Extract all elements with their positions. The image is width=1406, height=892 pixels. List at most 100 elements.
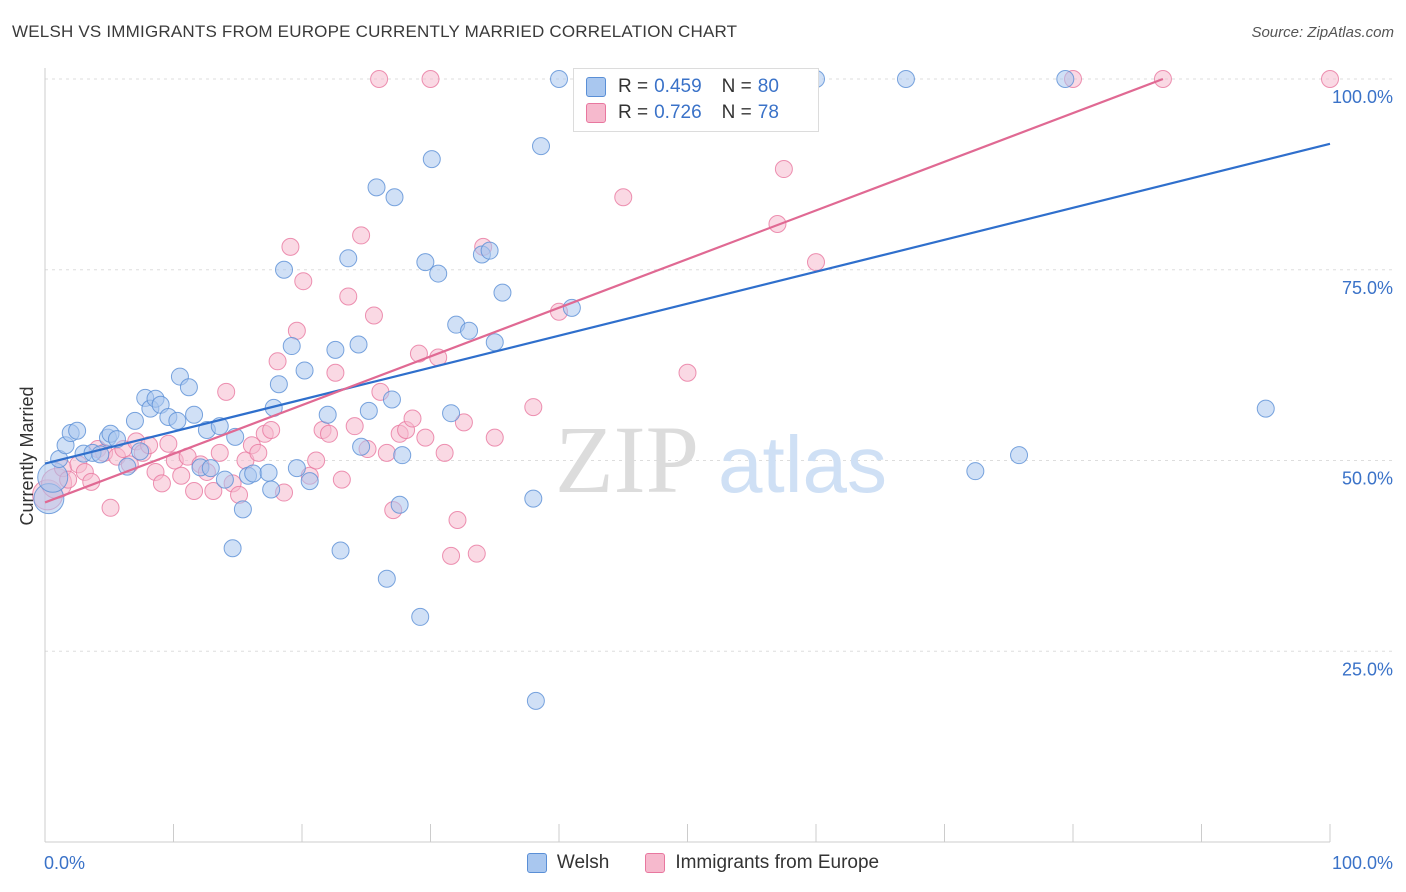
y-tick-label: 75.0% [1342,278,1393,298]
legend-n-label: N = [721,102,752,123]
welsh-point [349,335,368,354]
welsh-point [429,264,448,283]
immigrants-point [807,253,825,272]
legend-swatch-immigrants [645,853,666,873]
welsh-point [532,137,551,156]
welsh-point [1056,70,1075,88]
legend-label-immigrants: Immigrants from Europe [675,852,880,873]
immigrants-point [370,70,389,88]
immigrants-point [454,413,473,432]
welsh-point [422,150,441,169]
welsh-point [107,430,126,449]
y-tick-label: 25.0% [1342,659,1393,679]
welsh-point [223,539,242,558]
legend-swatch-immigrants [586,103,606,123]
immigrants-point [442,546,461,565]
immigrants-point [332,470,351,489]
series-legend: Welsh Immigrants from Europe [0,852,1406,874]
welsh-trend-line [44,142,1331,465]
welsh-point [262,480,281,499]
welsh-point [460,321,479,340]
immigrants-point [678,363,697,382]
immigrants-point [467,544,486,563]
welsh-point [442,404,461,423]
immigrants-point [1321,70,1339,88]
immigrants-point [485,428,504,447]
welsh-point [966,462,985,481]
legend-swatch-welsh [586,77,606,97]
series-welsh [33,70,1275,710]
y-tick-label: 50.0% [1342,469,1393,489]
legend-item-immigrants[interactable]: Immigrants from Europe [645,852,879,874]
immigrants-point [377,443,396,462]
watermark-zip: ZIP [555,406,699,513]
immigrants-point [262,420,281,439]
legend-row-welsh: R = 0.459 N = 80 [586,74,779,100]
welsh-point [131,442,150,461]
immigrants-point [416,428,435,447]
immigrants-point [281,237,300,256]
welsh-point [480,241,499,260]
welsh-point [269,375,288,394]
welsh-point [282,337,301,356]
watermark-atlas: atlas [718,420,887,509]
welsh-point [359,401,378,420]
source-label: Source: ZipAtlas.com [1251,24,1394,41]
immigrants-point [307,451,326,470]
immigrants-point [268,352,287,371]
immigrants-point [409,344,428,363]
legend-swatch-welsh [526,853,547,873]
x-tick-label-max: 100.0% [1332,853,1393,873]
immigrants-point [614,188,633,207]
welsh-point [377,569,396,588]
immigrants-trend-line [44,77,1164,504]
legend-row-immigrants: R = 0.726 N = 78 [586,100,779,126]
welsh-point [275,260,294,279]
welsh-point [168,411,187,430]
welsh-point [287,459,306,478]
immigrants-point [319,424,338,443]
welsh-point [493,283,512,302]
legend-n-value: 78 [757,102,779,123]
immigrants-point [210,443,229,462]
immigrants-point [172,466,191,485]
welsh-point [416,253,435,272]
welsh-point [185,405,204,424]
welsh-point [390,495,409,514]
immigrants-point [326,363,345,382]
immigrants-point [403,409,422,428]
welsh-point [382,390,401,409]
welsh-point [201,459,220,478]
welsh-point [326,340,345,359]
immigrants-point [339,287,358,306]
welsh-point [393,446,412,465]
welsh-point [524,489,543,508]
immigrants-point [159,434,178,453]
welsh-point [244,464,263,483]
immigrants-point [345,417,364,436]
welsh-point [411,607,430,626]
welsh-point [1256,399,1275,418]
welsh-point [1010,446,1029,465]
gridlines [45,78,1393,652]
welsh-point [485,333,504,352]
immigrants-point [152,474,171,493]
welsh-point [125,411,144,430]
welsh-point [300,472,319,491]
immigrants-point [249,443,268,462]
welsh-point [233,500,252,519]
legend-n-value: 80 [757,76,779,97]
legend-item-welsh[interactable]: Welsh [526,852,610,874]
immigrants-point [421,70,440,88]
welsh-point [259,463,278,482]
legend-label-welsh: Welsh [556,852,610,873]
immigrants-point [364,306,383,325]
immigrants-point [217,382,236,401]
immigrants-point [204,482,223,501]
legend-r-label: R = [618,102,649,123]
immigrants-point [185,482,204,501]
stats-legend: R = 0.459 N = 80 R = 0.726 N = 78 [573,68,819,132]
welsh-point [339,249,358,268]
legend-r-label: R = [618,76,649,97]
